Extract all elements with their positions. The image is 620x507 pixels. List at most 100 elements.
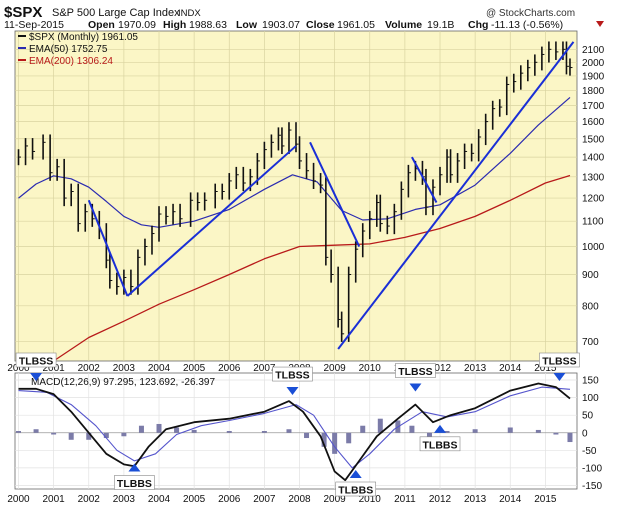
signal-line: [18, 386, 571, 469]
callout-box: [539, 352, 580, 368]
trendline: [337, 41, 575, 350]
histogram-bar: [138, 425, 144, 433]
price-tick-label: 1400: [582, 153, 605, 164]
histogram-bar: [332, 432, 338, 454]
price-tick-label: 800: [582, 301, 599, 312]
price-tick-label: 1700: [582, 101, 605, 112]
trendlines: [87, 41, 575, 350]
callout-arrow-icon: [434, 424, 447, 433]
callout-label: TLBBS: [338, 485, 373, 497]
callout-arrow-icon: [349, 470, 362, 478]
macd-line: [18, 382, 571, 482]
macd-tick-label: 100: [582, 393, 599, 404]
price-year-label: 2012: [429, 363, 452, 374]
trendline: [411, 156, 438, 204]
histogram-bar: [346, 432, 352, 444]
macd-year-label: 2001: [43, 494, 66, 505]
chart-menu-icon[interactable]: [596, 21, 604, 27]
legend-price: $SPX (Monthly) 1961.05: [29, 32, 138, 43]
macd-tick-label: 0: [582, 428, 588, 439]
ema50-line: [18, 96, 571, 228]
callout-box: [114, 475, 155, 490]
price-year-label: 2004: [148, 363, 171, 374]
price-year-label: 2015: [534, 363, 557, 374]
price-tick-label: 1200: [582, 194, 605, 205]
price-year-label: 2006: [218, 363, 241, 374]
histogram-bar: [261, 431, 267, 433]
price-year-label: 2010: [359, 363, 382, 374]
quote-date: 11-Sep-2015: [4, 19, 64, 31]
callout-box: [335, 481, 377, 497]
legend-ema50: EMA(50) 1752.75: [29, 44, 108, 55]
price-year-label: 2001: [43, 363, 66, 374]
macd-year-label: 2012: [429, 494, 452, 505]
histogram-bar: [68, 432, 74, 440]
watermark: @ StockCharts.com: [486, 8, 575, 19]
chg-label: Chg: [468, 19, 488, 31]
price-tick-label: 1300: [582, 172, 605, 183]
high-value: 1988.63: [189, 19, 227, 31]
histogram-bar: [174, 427, 180, 433]
symbol-label: $SPX: [4, 4, 42, 21]
callout-box: [419, 436, 461, 452]
callout-label: TLBBS: [423, 439, 458, 451]
price-year-label: 2009: [324, 363, 347, 374]
ema200-path: [53, 174, 571, 362]
price-year-label: 2000: [7, 363, 30, 374]
macd-year-label: 2008: [288, 494, 311, 505]
histogram-bar: [409, 425, 415, 433]
callout-box: [15, 352, 57, 368]
histogram-bar: [507, 427, 513, 433]
macd-year-label: 2011: [394, 494, 416, 505]
macd-year-label: 2007: [253, 494, 276, 505]
legend-ema200: EMA(200) 1306.24: [29, 56, 113, 67]
callout-arrow-icon: [409, 383, 422, 392]
price-axis: 700 800 900 1000 1100 1200 1300 1400 1500 1600 170…: [582, 45, 605, 348]
macd-year-label: 2009: [324, 494, 347, 505]
histogram-bar: [226, 431, 232, 433]
price-tick-label: 2100: [582, 45, 605, 56]
histogram-bar: [321, 432, 327, 447]
exchange-label: INDX: [178, 8, 201, 19]
low-label: Low: [236, 19, 258, 31]
macd-year-label: 2005: [183, 494, 206, 505]
trendline: [126, 145, 297, 297]
histogram-bar: [535, 429, 541, 433]
histogram-bar: [567, 432, 573, 443]
macd-year-label: 2003: [113, 494, 136, 505]
macd-year-label: 2015: [534, 494, 557, 505]
callout-box: [395, 363, 436, 378]
callout-arrow-icon: [286, 387, 299, 396]
macd-panel: [14, 372, 578, 490]
price-tick-label: 700: [582, 337, 599, 348]
callout-label: TLBSS: [19, 356, 53, 368]
instrument-name: S&P 500 Large Cap Index: [52, 7, 180, 19]
volume-label: Volume: [385, 19, 422, 31]
histogram-bar: [553, 432, 559, 435]
volume-value: 19.1B: [427, 19, 454, 31]
price-tick-label: 1800: [582, 86, 605, 97]
legend-macd: MACD(12,26,9) 97.295, 123.692, -26.397: [31, 377, 215, 388]
macd-tick-label: -50: [582, 446, 597, 457]
histogram-bar: [86, 432, 92, 440]
trendline: [309, 141, 361, 247]
price-tick-label: 1500: [582, 134, 605, 145]
price-year-label: 2013: [464, 363, 487, 374]
callout-arrow-icon: [128, 463, 141, 472]
high-label: High: [163, 19, 186, 31]
price-year-label: 2007: [253, 363, 276, 374]
macd-year-label: 2006: [218, 494, 241, 505]
macd-year-label: 2010: [359, 494, 382, 505]
close-value: 1961.05: [337, 19, 375, 31]
quote-line: 11-Sep-2015 Open 1970.09 High 1988.63 Lo…: [4, 19, 563, 31]
open-label: Open: [88, 19, 115, 31]
callout-label: TLBSS: [398, 366, 432, 378]
histogram-bar: [191, 429, 197, 433]
price-grid: [15, 31, 577, 361]
macd-year-label: 2014: [499, 494, 522, 505]
price-tick-label: 1900: [582, 71, 605, 82]
macd-tick-label: -150: [582, 481, 602, 492]
price-tick-label: 2000: [582, 58, 605, 69]
macd-year-label: 2004: [148, 494, 171, 505]
histogram-bar: [156, 423, 162, 433]
